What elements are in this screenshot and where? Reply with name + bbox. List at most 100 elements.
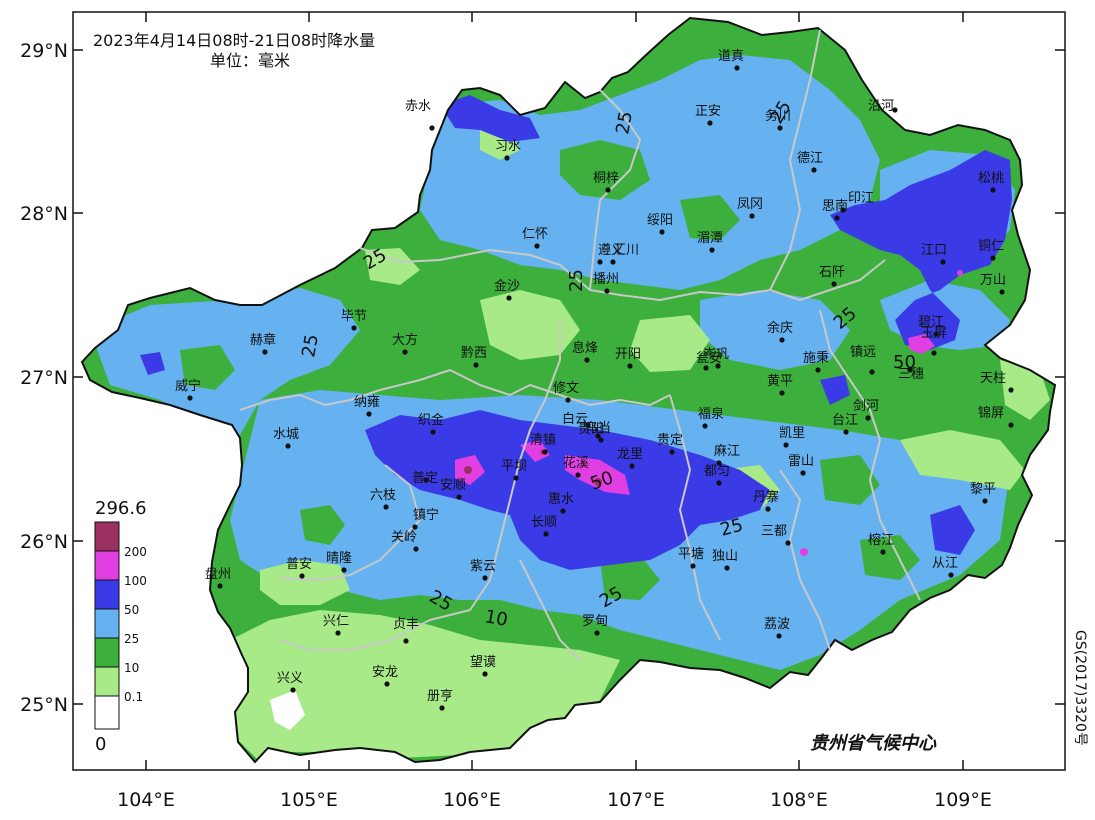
city-label: 万山 (980, 273, 1006, 288)
city-label: 正安 (695, 104, 721, 119)
city-marker (341, 567, 347, 573)
city-marker (815, 367, 821, 373)
city-label: 余庆 (767, 320, 793, 336)
city-marker (217, 583, 223, 589)
city-label: 松桃 (978, 171, 1004, 186)
city-label: 白云 (562, 411, 588, 427)
city-marker (506, 295, 512, 301)
city-marker (565, 397, 571, 403)
city-label: 黔西 (461, 346, 487, 361)
lat-label: 27°N (20, 367, 68, 389)
city-label: 惠水 (548, 492, 574, 507)
city-label: 榕江 (868, 533, 894, 548)
city-marker (575, 472, 581, 478)
legend-swatch-10 (94, 637, 120, 668)
city-label: 印江 (848, 191, 874, 206)
contour-label: 10 (483, 606, 509, 631)
city-marker (402, 349, 408, 355)
city-marker (366, 411, 372, 417)
issuer-credit: 贵州省气候中心 (810, 733, 937, 754)
city-label: 镇宁 (413, 507, 439, 523)
city-marker (413, 546, 419, 552)
city-marker (999, 289, 1005, 295)
city-marker (610, 259, 616, 265)
city-marker (783, 442, 789, 448)
city-marker (335, 630, 341, 636)
city-marker (597, 259, 603, 265)
city-marker (290, 687, 296, 693)
city-label: 赫章 (250, 332, 276, 348)
lon-label: 109°E (934, 789, 992, 811)
lon-label: 108°E (770, 789, 828, 811)
city-label: 贵定 (657, 433, 683, 448)
legend: 296.6 200 100 50 25 10 0.1 0 (94, 498, 147, 755)
city-label: 玉屏 (921, 326, 947, 341)
city-marker (843, 429, 849, 435)
contour-label: 25 (566, 269, 587, 292)
city-label: 兴义 (277, 671, 303, 686)
city-marker (605, 187, 611, 193)
city-marker (940, 259, 946, 265)
city-marker (473, 362, 479, 368)
legend-level: 50 (124, 603, 139, 617)
city-label: 普安 (286, 557, 312, 572)
city-label: 汇川 (613, 243, 639, 258)
city-label: 关岭 (391, 530, 417, 545)
legend-swatch-200 (94, 521, 120, 552)
city-label: 三都 (761, 524, 787, 539)
city-label: 独山 (712, 549, 738, 564)
city-label: 桐梓 (593, 171, 619, 186)
city-marker (931, 350, 937, 356)
city-marker (439, 705, 445, 711)
city-label: 罗甸 (582, 614, 608, 629)
city-marker (990, 187, 996, 193)
city-marker (543, 531, 549, 537)
city-marker (840, 207, 846, 213)
city-label: 天柱 (980, 371, 1006, 386)
legend-min-value: 0 (95, 734, 106, 755)
city-marker (1008, 422, 1014, 428)
contour-label: 25 (612, 110, 637, 136)
city-marker (702, 423, 708, 429)
city-label: 都匀 (704, 464, 730, 479)
lat-label: 25°N (20, 694, 68, 716)
map-unit: 单位：毫米 (210, 51, 290, 70)
city-marker (703, 365, 709, 371)
precip-band-50 (140, 95, 1012, 570)
city-label: 黄平 (767, 374, 793, 389)
city-label: 威宁 (175, 378, 201, 394)
legend-swatch-01 (94, 666, 120, 697)
city-label: 安龙 (372, 665, 398, 680)
lat-label: 26°N (20, 531, 68, 553)
city-label: 贞丰 (393, 617, 419, 632)
city-marker (776, 633, 782, 639)
legend-level: 10 (124, 661, 139, 675)
city-marker (384, 681, 390, 687)
city-label: 毕节 (341, 309, 367, 324)
city-marker (907, 367, 913, 373)
city-label: 修文 (553, 381, 579, 396)
city-label: 沿河 (868, 99, 894, 114)
longitude-labels: 104°E 105°E 106°E 107°E 108°E 109°E (117, 789, 992, 811)
city-label: 龙里 (617, 447, 643, 462)
city-marker (595, 433, 601, 439)
city-label: 荔波 (764, 617, 790, 632)
city-label: 遵义 (598, 242, 624, 258)
city-label: 纳雍 (354, 394, 380, 410)
city-label: 黎平 (970, 482, 996, 497)
city-label: 从江 (932, 556, 958, 571)
lat-label: 29°N (20, 40, 68, 62)
prefecture-boundaries (239, 29, 921, 661)
city-label: 务川 (765, 108, 791, 124)
map-title: 2023年4月14日08时-21日08时降水量 (93, 31, 375, 50)
city-marker (669, 449, 675, 455)
city-label: 平坝 (501, 459, 527, 474)
city-marker (749, 213, 755, 219)
lon-label: 106°E (443, 789, 501, 811)
city-label: 册亨 (427, 688, 453, 704)
city-label: 台江 (832, 413, 858, 428)
city-label: 麻江 (714, 444, 740, 459)
